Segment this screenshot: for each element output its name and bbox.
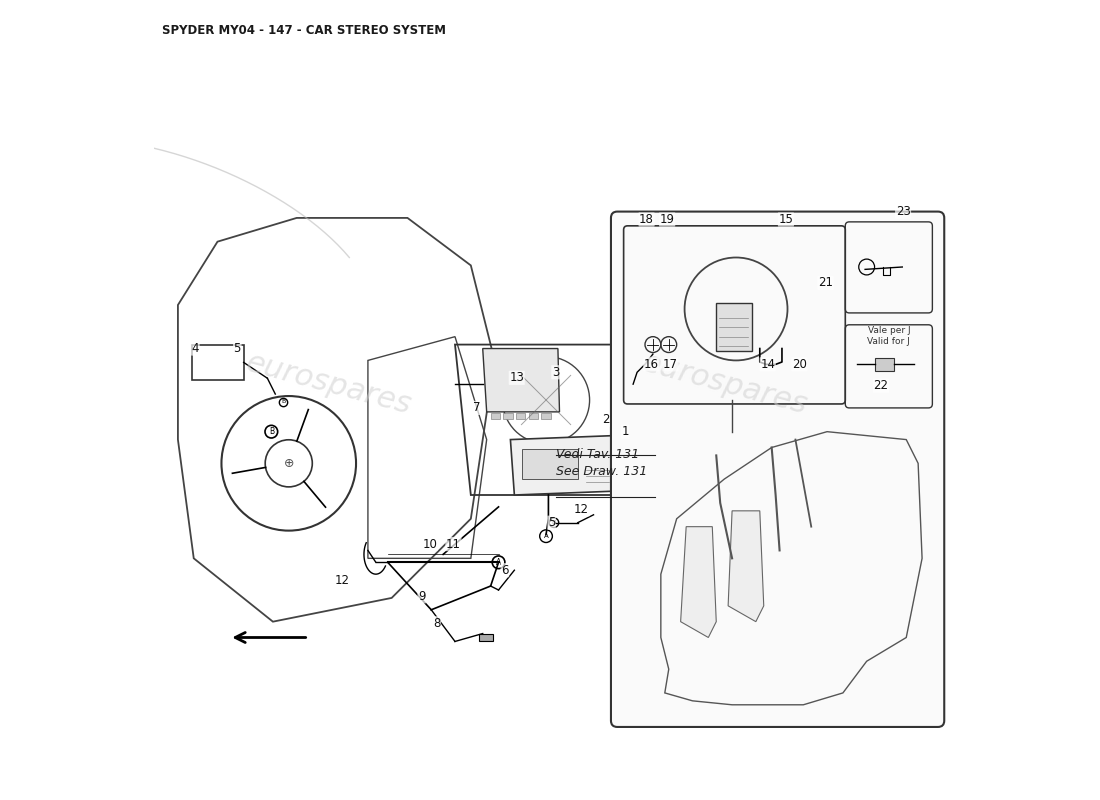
Text: 10: 10 — [422, 538, 437, 550]
Text: 20: 20 — [792, 358, 806, 371]
Bar — [541, 413, 551, 419]
Text: B: B — [282, 399, 285, 405]
Text: 16: 16 — [644, 358, 659, 371]
Text: SPYDER MY04 - 147 - CAR STEREO SYSTEM: SPYDER MY04 - 147 - CAR STEREO SYSTEM — [162, 24, 447, 37]
Text: 11: 11 — [446, 538, 461, 550]
Text: 1: 1 — [621, 425, 629, 438]
Text: A: A — [543, 533, 549, 539]
Text: B: B — [552, 520, 557, 526]
Polygon shape — [483, 349, 560, 412]
Text: eurospares: eurospares — [638, 348, 811, 420]
Text: B: B — [268, 427, 274, 436]
Text: 8: 8 — [433, 617, 440, 630]
Bar — [504, 413, 513, 419]
Text: eurospares: eurospares — [242, 348, 415, 420]
Text: 23: 23 — [895, 205, 911, 218]
Text: Vedi Tav. 131
See Draw. 131: Vedi Tav. 131 See Draw. 131 — [557, 447, 648, 478]
Text: Vale per J
Valid for J: Vale per J Valid for J — [868, 326, 910, 346]
Text: 12: 12 — [336, 574, 350, 587]
Text: 13: 13 — [509, 371, 525, 384]
Bar — [478, 634, 493, 642]
Bar — [516, 413, 526, 419]
Bar — [874, 358, 894, 370]
Text: 4: 4 — [191, 342, 199, 355]
Bar — [522, 449, 578, 479]
Text: A: A — [496, 558, 502, 566]
Text: 14: 14 — [760, 358, 775, 371]
Text: 5: 5 — [233, 342, 241, 355]
Text: 21: 21 — [818, 276, 833, 290]
Bar — [192, 345, 243, 380]
Polygon shape — [728, 511, 763, 622]
Polygon shape — [681, 526, 716, 638]
Text: 6: 6 — [502, 564, 508, 577]
Text: 9: 9 — [418, 590, 426, 603]
FancyBboxPatch shape — [610, 211, 944, 727]
Text: 7: 7 — [473, 402, 481, 414]
Text: 19: 19 — [660, 213, 674, 226]
Text: 2: 2 — [602, 414, 609, 426]
Text: 5: 5 — [548, 516, 556, 530]
Text: 3: 3 — [552, 366, 559, 378]
Text: ⊕: ⊕ — [284, 457, 294, 470]
Bar — [491, 413, 501, 419]
Bar — [716, 303, 752, 351]
Polygon shape — [510, 436, 617, 495]
Text: 15: 15 — [779, 213, 793, 226]
Text: 12: 12 — [574, 502, 590, 516]
Bar — [529, 413, 538, 419]
Text: 18: 18 — [639, 213, 654, 226]
Text: 17: 17 — [663, 358, 678, 371]
Text: 22: 22 — [873, 379, 889, 392]
